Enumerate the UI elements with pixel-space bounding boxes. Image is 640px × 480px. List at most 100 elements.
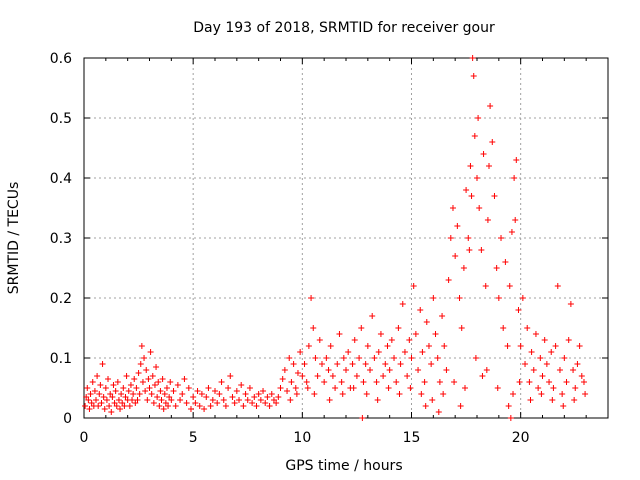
data-point (112, 388, 119, 394)
data-point (522, 361, 529, 367)
data-point (369, 313, 376, 319)
data-point (260, 388, 267, 394)
data-point (336, 331, 343, 337)
data-point (98, 400, 105, 406)
data-point (155, 379, 162, 385)
data-point (456, 295, 463, 301)
data-point (474, 175, 480, 181)
data-point (167, 379, 174, 385)
y-tick-label: 0.3 (50, 231, 72, 247)
data-point (240, 403, 247, 409)
data-point (393, 379, 400, 385)
data-point (102, 385, 109, 391)
data-point (123, 373, 130, 379)
data-point (549, 397, 556, 403)
data-point (314, 373, 321, 379)
data-point (198, 391, 205, 397)
data-point (84, 385, 91, 391)
data-point (422, 403, 429, 409)
data-point (110, 382, 117, 388)
data-point (489, 139, 496, 145)
data-point (465, 235, 472, 241)
data-point (571, 397, 578, 403)
data-point (321, 379, 328, 385)
data-point (358, 325, 365, 331)
data-point (266, 403, 273, 409)
data-point (135, 370, 142, 376)
data-point (161, 391, 168, 397)
data-point (138, 343, 145, 349)
data-point (428, 361, 435, 367)
data-point (418, 391, 425, 397)
data-point (89, 379, 96, 385)
data-point (468, 193, 475, 199)
data-point (216, 391, 223, 397)
data-point (286, 355, 293, 361)
data-point (543, 361, 550, 367)
y-tick-label: 0 (63, 411, 72, 427)
data-point (345, 349, 352, 355)
data-point (479, 373, 486, 379)
data-point (95, 403, 102, 409)
y-tick-label: 0.5 (50, 111, 72, 127)
data-point (327, 343, 334, 349)
data-point (567, 301, 574, 307)
data-point (273, 400, 280, 406)
data-point (113, 403, 120, 409)
data-point (486, 163, 493, 169)
data-point (391, 355, 398, 361)
data-point (493, 265, 500, 271)
data-point (305, 343, 312, 349)
data-point (452, 253, 459, 259)
data-point (174, 382, 181, 388)
data-point (478, 247, 485, 253)
data-point (574, 361, 581, 367)
data-point (86, 406, 93, 412)
data-point (471, 133, 478, 139)
data-point (388, 337, 395, 343)
data-point (374, 397, 381, 403)
data-point (212, 388, 218, 394)
data-point (360, 379, 367, 385)
data-point (451, 379, 458, 385)
data-point (359, 415, 366, 421)
data-point (519, 295, 526, 301)
data-point (284, 388, 291, 394)
data-point (353, 373, 360, 379)
data-point (172, 403, 179, 409)
data-point (97, 382, 104, 388)
data-point (415, 367, 422, 373)
data-point (517, 343, 524, 349)
data-point (484, 217, 491, 223)
data-point (500, 325, 507, 331)
data-point (375, 349, 382, 355)
data-point (158, 397, 165, 403)
data-point (127, 382, 134, 388)
data-point (515, 307, 522, 313)
x-axis-label: GPS time / hours (285, 458, 402, 474)
data-point (421, 379, 428, 385)
data-point (332, 385, 339, 391)
data-point (364, 343, 371, 349)
data-point (105, 376, 112, 382)
data-point (396, 391, 403, 397)
data-point (229, 394, 236, 400)
data-point (201, 406, 208, 412)
data-point (268, 391, 275, 397)
x-tick-label: 20 (512, 430, 530, 446)
data-point (495, 295, 502, 301)
data-point (139, 379, 146, 385)
data-point (227, 373, 234, 379)
data-point (430, 295, 437, 301)
data-point (142, 388, 149, 394)
data-point (463, 187, 470, 193)
data-point (560, 403, 567, 409)
data-point (290, 361, 297, 367)
data-point (114, 379, 121, 385)
data-point (436, 379, 443, 385)
data-point (404, 373, 411, 379)
data-point (120, 385, 127, 391)
data-point (432, 331, 439, 337)
data-point (458, 325, 465, 331)
data-point (287, 397, 294, 403)
